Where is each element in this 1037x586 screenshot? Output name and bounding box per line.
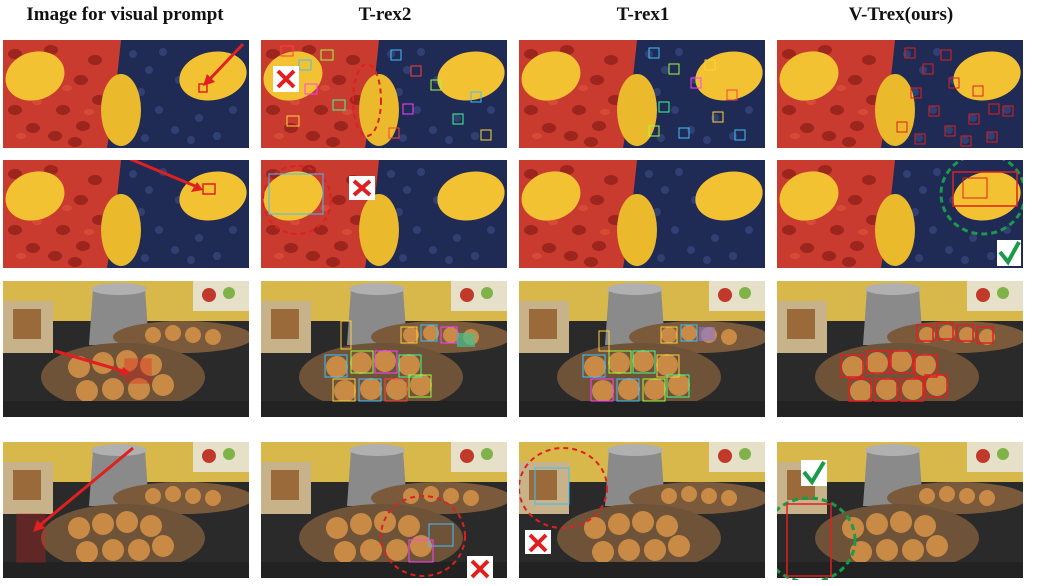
arrow-icon	[203, 42, 245, 86]
check-icon	[801, 460, 827, 486]
prompt-row3-image	[3, 281, 249, 417]
dashed-circle-icon	[777, 496, 857, 580]
arrow-icon	[54, 349, 131, 377]
arrow-icon	[33, 446, 134, 532]
vtrex-row3-image	[777, 281, 1023, 417]
dashed-circle-icon	[380, 495, 466, 577]
prompt-row2-image	[3, 160, 249, 268]
cross-icon	[525, 530, 551, 554]
trex2-row1-image	[261, 40, 507, 148]
column-header-vtrex: V-Trex(ours)	[848, 4, 954, 25]
dashed-circle-icon	[939, 160, 1023, 236]
check-icon	[997, 240, 1021, 266]
prompt-row4-image	[3, 440, 249, 580]
column-header-prompt: Image for visual prompt	[26, 4, 224, 25]
column-header-trex2: T-rex2	[358, 4, 412, 25]
trex1-row2-image	[519, 160, 765, 268]
dashed-circle-icon	[352, 63, 382, 137]
vtrex-row1-image	[777, 40, 1023, 148]
trex2-row3-image	[261, 281, 507, 417]
vtrex-row2-image	[777, 160, 1023, 268]
prompt-row1-image	[3, 40, 249, 148]
cross-icon	[349, 176, 375, 200]
cross-icon	[467, 556, 493, 580]
vtrex-row4-image	[777, 440, 1023, 580]
trex1-row1-image	[519, 40, 765, 148]
dashed-circle-icon	[519, 447, 608, 529]
arrow-icon	[128, 160, 203, 192]
trex2-row2-image	[261, 160, 507, 268]
column-header-trex1: T-rex1	[616, 4, 670, 25]
trex2-row4-image	[261, 440, 507, 580]
dashed-circle-icon	[262, 165, 332, 235]
trex1-row4-image	[519, 440, 765, 580]
cross-icon	[273, 66, 299, 92]
trex1-row3-image	[519, 281, 765, 417]
